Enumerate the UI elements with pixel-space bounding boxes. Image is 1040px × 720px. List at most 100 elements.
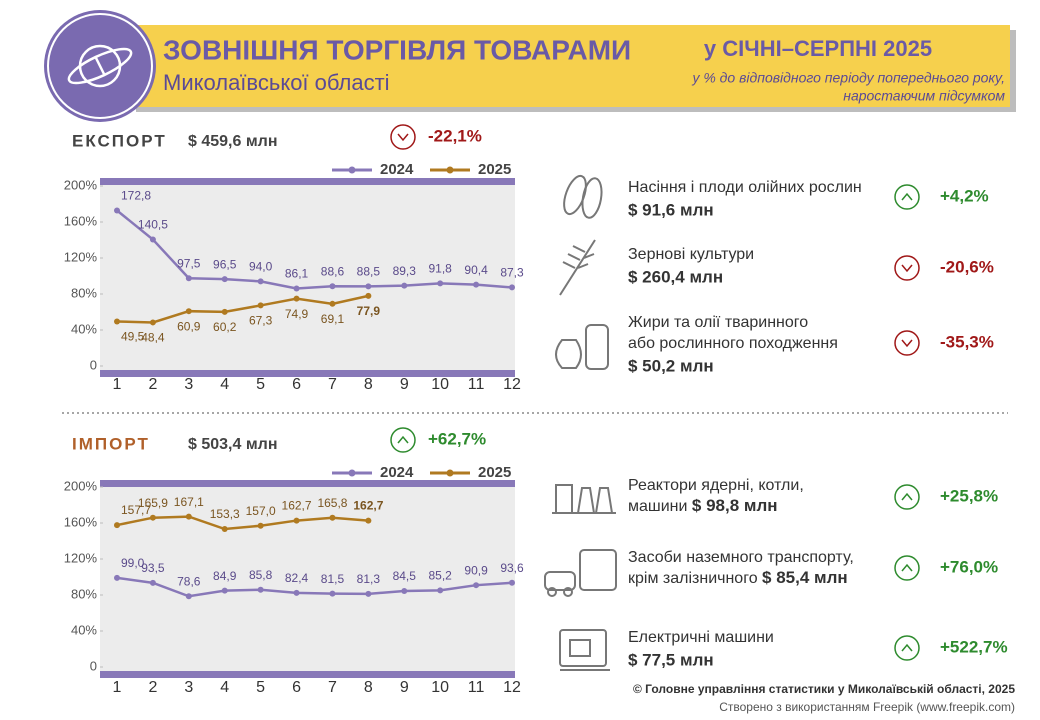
header-box [130,25,1010,107]
x-tick-label: 8 [364,679,373,696]
data-point [329,300,336,307]
item-amount: $ 50,2 млн [628,356,714,375]
data-point [509,284,515,291]
section-title: ІМПОРТ [72,434,150,453]
data-point [221,587,228,594]
data-point [293,589,300,596]
data-label: 87,3 [500,266,524,280]
x-tick-label: 5 [256,376,265,393]
series-line [116,576,513,598]
data-label: 82,4 [285,571,309,585]
legend-label: 2025 [478,464,511,481]
change-arrow [397,133,409,142]
data-point [149,514,156,521]
footer-credit: Створено з використанням Freepik (www.fr… [719,700,1015,714]
x-tick-label: 7 [328,679,337,696]
data-label: 93,5 [141,561,165,575]
data-label: 85,8 [249,568,273,582]
change-value: +25,8% [940,486,998,505]
x-tick-label: 2 [148,679,157,696]
change-arrow [901,492,913,501]
data-point [473,281,480,288]
change-value: -35,3% [940,332,994,351]
x-tick-label: 4 [220,679,229,696]
data-label: 165,8 [317,496,347,510]
data-label: 49,5 [121,330,145,344]
item-name: Насіння і плоди олійних рослин [628,179,862,196]
item-amount: $ 85,4 млн [762,568,848,587]
data-point [221,276,228,283]
data-point [401,282,408,289]
x-tick-label: 12 [503,376,521,393]
change-value: +522,7% [940,637,1008,656]
plot-band [100,671,515,678]
y-tick-label: 120% [64,550,98,565]
x-tick-label: 6 [292,679,301,696]
data-point [114,207,120,214]
globe-icon [67,44,133,88]
data-label: 81,5 [321,572,345,586]
data-label: 157,7 [121,503,151,517]
item-name: Зернові культури [628,246,754,263]
data-label: 69,1 [321,312,345,326]
x-tick-label: 1 [113,376,122,393]
x-tick-label: 7 [328,376,337,393]
x-tick-label: 9 [400,679,409,696]
data-point [437,587,444,594]
change-icon [390,124,416,150]
data-point [185,513,192,520]
change-icon [894,184,920,210]
data-label: 99,0 [121,556,145,570]
data-label: 153,3 [210,507,240,521]
change-arrow [397,435,409,444]
data-label: 74,9 [285,307,309,321]
change-arrow [901,643,913,652]
data-point [257,522,264,529]
item-name-line: Реактори ядерні, котли, [628,477,804,494]
data-label: 67,3 [249,314,273,328]
period: у СІЧНІ–СЕРПНІ 2025 [704,36,932,61]
data-label: 48,4 [141,331,165,345]
data-label: 167,1 [174,495,204,509]
change-value: -22,1% [428,126,482,145]
data-point [293,285,300,292]
y-tick-label: 40% [71,321,97,336]
data-point [257,278,264,285]
data-label: 86,1 [285,267,309,281]
x-tick-label: 12 [503,679,521,696]
data-point [149,319,156,326]
section-title: ЕКСПОРТ [72,131,167,150]
plot-band [100,370,515,377]
item-name: Реактори ядерні, котли, [628,477,804,494]
item-name-line: Насіння і плоди олійних рослин [628,179,862,196]
x-tick-label: 9 [400,376,409,393]
x-tick-label: 5 [256,679,265,696]
y-tick-label: 200% [64,478,98,493]
data-label: 162,7 [353,499,383,513]
data-point [365,517,372,524]
legend-marker [446,166,454,174]
data-point [149,236,156,243]
icons [544,174,617,671]
x-tick-label: 10 [431,376,449,393]
data-point [114,318,120,325]
data-point [509,579,515,586]
series-line [116,209,513,290]
change-arrow [901,264,913,273]
item-amount: $ 260,4 млн [628,267,723,286]
x-tick-label: 4 [220,376,229,393]
change-icon [894,484,920,510]
data-point [257,586,264,593]
change-icon [894,635,920,661]
data-point [257,302,264,309]
change-icon [894,255,920,281]
legend-label: 2024 [380,464,414,481]
data-label: 88,5 [357,265,381,279]
y-tick-label: 0 [90,658,97,673]
legend-marker [348,469,356,477]
item-name-line: або рослинного походження [628,335,838,352]
legend-marker [446,469,454,477]
section-total: $ 503,4 млн [188,436,278,453]
data-point [114,522,120,529]
